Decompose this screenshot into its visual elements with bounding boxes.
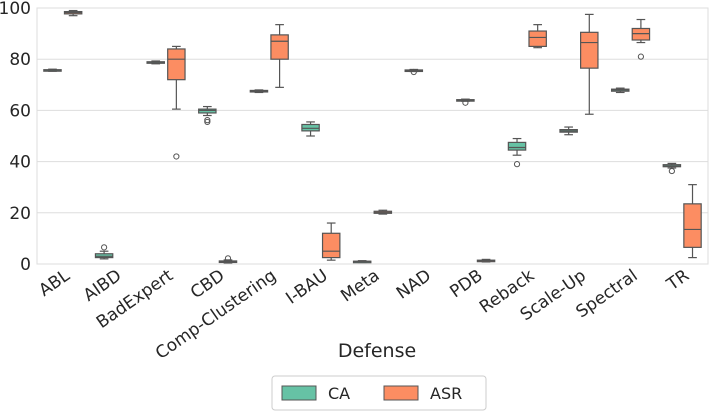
legend-swatch-ca [281,385,317,401]
asr-box-scale-up [580,13,599,115]
legend-label-ca: CA [328,384,350,403]
iqr-box [683,203,702,248]
asr-box-cbd [218,255,238,264]
ca-box-meta [352,260,372,264]
y-tick-label: 60 [9,101,31,121]
ca-box-tr [662,162,682,175]
x-tick-label: NAD [393,266,435,304]
ca-box-cbd [198,105,217,126]
x-tick-label: ABL [35,265,74,300]
iqr-box [198,108,217,114]
asr-box-i-bau [321,222,341,261]
x-tick-label: Meta [337,266,383,307]
iqr-box [507,141,527,151]
boxes-layer [43,9,702,264]
asr-box-comp-clustering [270,24,289,88]
iqr-box [301,123,320,132]
y-tick-label: 20 [9,204,31,224]
legend-label-asr: ASR [430,384,462,403]
x-axis-title: Defense [338,340,416,362]
ca-box-nad [404,68,424,76]
y-tick-label: 80 [9,50,31,70]
asr-box-reback [528,24,547,49]
plot-frame [36,7,709,265]
outlier-point [101,244,108,251]
outlier-point [462,99,469,106]
iqr-box [270,34,289,60]
asr-box-tr [683,184,702,259]
asr-box-spectral [631,18,651,60]
legend-frame [271,375,487,411]
grid-lines [36,7,709,265]
ca-box-abl [43,68,62,72]
legend-swatch-asr [383,385,419,401]
outlier-point [513,161,521,168]
iqr-box [321,232,341,259]
y-tick-label: 40 [9,153,31,173]
ca-box-pdb [456,98,475,106]
asr-box-meta [373,209,393,215]
iqr-box [631,27,651,41]
asr-box-badexpert [167,45,186,160]
asr-box-abl [63,9,83,17]
y-tick-label: 100 [0,0,31,19]
outlier-point [637,53,645,60]
outlier-point [204,117,211,124]
y-tick-label: 0 [20,255,31,275]
ca-box-spectral [610,87,630,94]
outlier-point [668,167,675,175]
ca-box-comp-clustering [249,89,269,94]
outlier-point [224,255,232,262]
legend: CA ASR [271,375,487,411]
outlier-point [204,118,211,126]
iqr-box [94,253,114,259]
iqr-box [580,31,599,69]
iqr-box [528,30,547,47]
outlier-point [173,153,180,160]
y-axis-ticks: 0 20 40 60 80 100 [0,0,31,275]
outlier-point [410,68,417,76]
iqr-box [167,48,186,81]
x-tick-label: I-BAU [282,266,331,309]
ca-box-i-bau [301,121,320,137]
ca-box-reback [507,137,527,168]
ca-box-scale-up [559,126,578,136]
ca-box-badexpert [146,60,165,65]
asr-box-pdb [476,258,496,263]
ca-box-aibd [94,244,114,260]
x-tick-label: TR [663,266,694,296]
x-tick-label: PDB [446,266,486,302]
